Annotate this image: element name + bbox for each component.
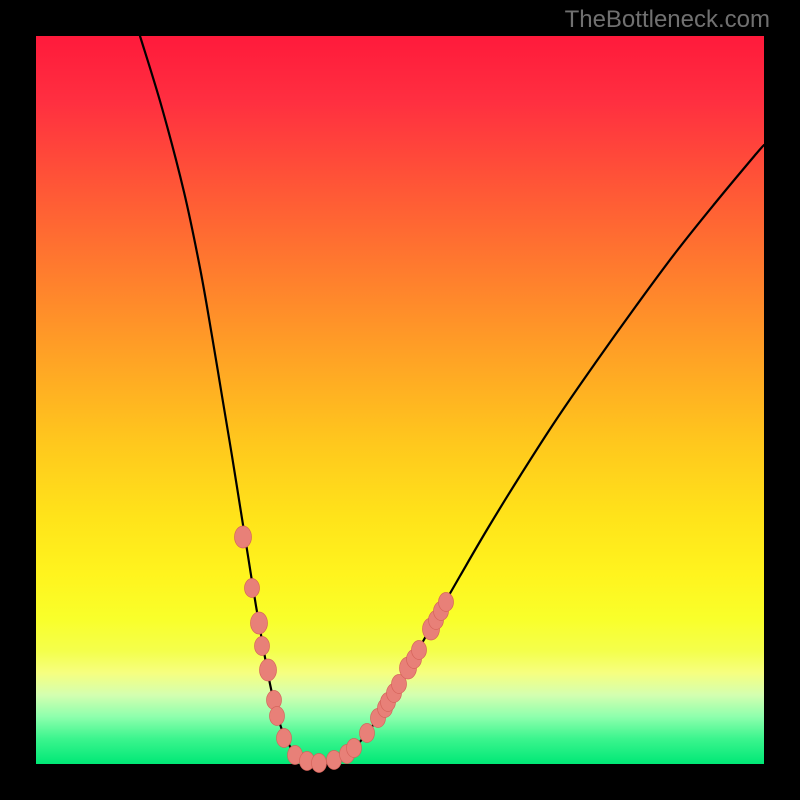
curve-marker	[360, 724, 375, 743]
watermark-text: TheBottleneck.com	[565, 6, 770, 34]
curve-marker	[251, 612, 268, 634]
curve-layer	[36, 36, 764, 764]
curve-marker	[260, 659, 277, 681]
bottleneck-curve	[140, 36, 764, 763]
plot-area	[36, 36, 764, 764]
curve-marker	[270, 707, 285, 726]
curve-marker	[245, 579, 260, 598]
curve-markers	[235, 526, 454, 773]
curve-marker	[439, 593, 454, 612]
curve-marker	[312, 754, 327, 773]
curve-marker	[255, 637, 270, 656]
chart-stage: TheBottleneck.com	[0, 0, 800, 800]
curve-marker	[412, 641, 427, 660]
curve-marker	[277, 729, 292, 748]
curve-marker	[235, 526, 252, 548]
curve-marker	[347, 739, 362, 758]
